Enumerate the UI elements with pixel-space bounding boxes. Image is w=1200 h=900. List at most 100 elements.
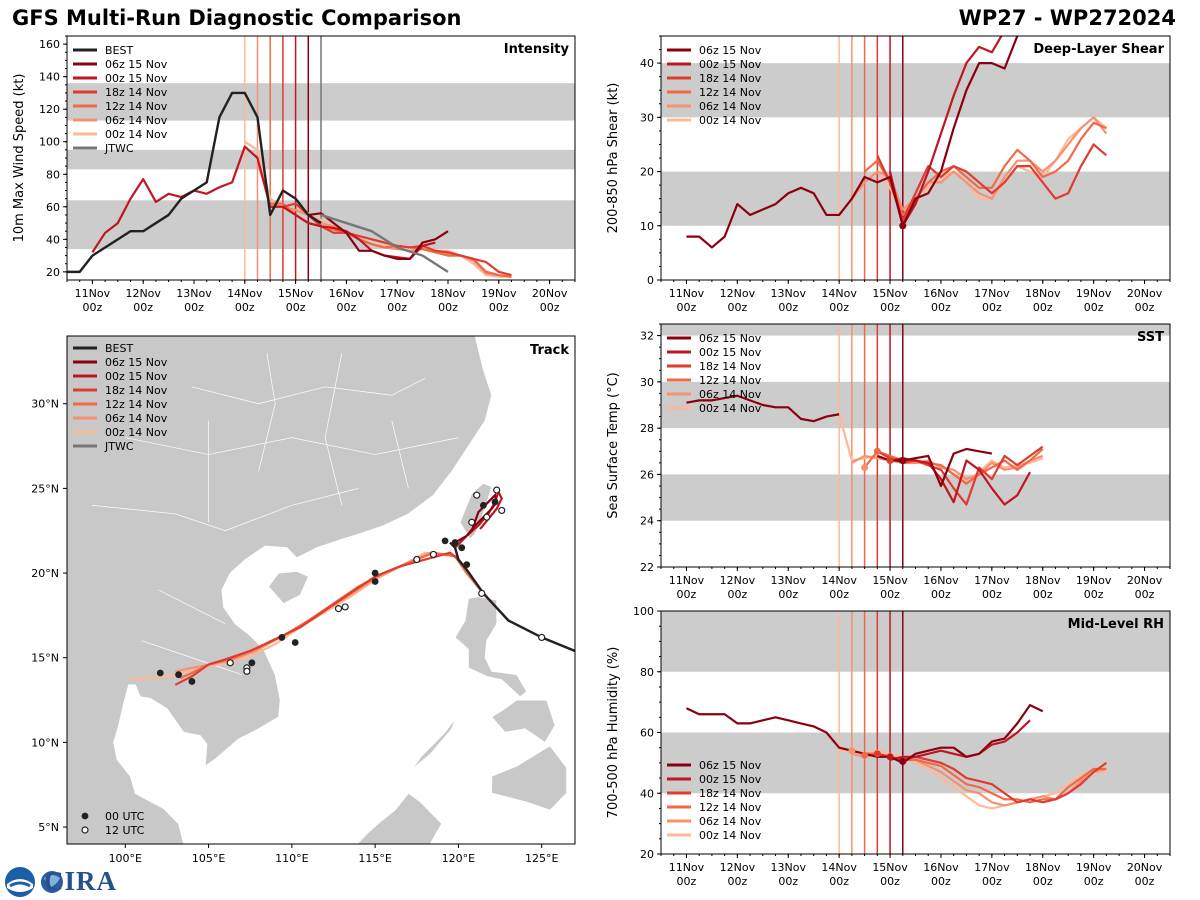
intensity-xtick-sub: 00z xyxy=(337,301,357,314)
sst-xtick-label: 17Nov xyxy=(974,574,1010,587)
track-legend-label: 12z 14 Nov xyxy=(105,398,168,411)
rh-plot-area xyxy=(661,611,1170,854)
shear-legend xyxy=(667,48,691,122)
shear-legend-label: 00z 14 Nov xyxy=(699,114,762,127)
track-legend-label: BEST xyxy=(105,342,133,355)
intensity-ytick-label: 100 xyxy=(39,136,60,149)
sst-legend-label: 00z 15 Nov xyxy=(699,346,762,359)
track-dot-12utc xyxy=(483,513,491,521)
rh-xtick-sub: 00z xyxy=(829,875,849,888)
rh-marker-2 xyxy=(873,750,881,758)
track-dot-00utc xyxy=(371,578,379,585)
landmass-3 xyxy=(454,596,528,698)
track-dot-12utc xyxy=(538,633,546,642)
track-dot-12utc xyxy=(493,486,501,494)
rh-ytick-label: 60 xyxy=(640,727,654,740)
shear-series-1 xyxy=(888,36,1003,227)
rh-xtick-sub: 00z xyxy=(1033,875,1053,888)
shear-ytick-label: 40 xyxy=(640,57,654,70)
sst-ytick-label: 28 xyxy=(640,422,654,435)
sst-xtick-label: 11Nov xyxy=(669,574,705,587)
rh-ytick-label: 20 xyxy=(640,848,654,861)
intensity-legend-label: 18z 14 Nov xyxy=(105,86,168,99)
track-dot-00utc xyxy=(156,669,164,677)
track-dot-00utc xyxy=(451,539,459,546)
sst-chart: Sea Surface Temp (°C) xyxy=(606,323,1171,571)
track-legend-label: 06z 15 Nov xyxy=(105,356,168,369)
sst-marker-2 xyxy=(886,457,894,465)
rh-legend-label: 00z 14 Nov xyxy=(699,829,762,842)
shear-legend-label: 00z 15 Nov xyxy=(699,58,762,71)
track-dot-00utc xyxy=(441,537,449,545)
track-xtick-label: 100°E xyxy=(109,852,142,865)
track-dot-12utc xyxy=(498,506,506,515)
track-dot-00utc xyxy=(278,634,286,641)
sst-ytick-label: 26 xyxy=(640,468,654,481)
track-legend-label: 06z 14 Nov xyxy=(105,412,168,425)
rh-legend-label: 06z 15 Nov xyxy=(699,759,762,772)
track-ytick-label: 5°N xyxy=(38,821,59,834)
shear-ytick-label: 20 xyxy=(640,166,654,179)
track-dot-00utc xyxy=(248,659,256,667)
shear-ylabel: 200-850 hPa Shear (kt) xyxy=(606,83,621,234)
sst-series-0-1 xyxy=(876,447,993,488)
track-dot-00utc xyxy=(175,671,182,679)
track-dot-12utc xyxy=(226,659,234,667)
rh-xtick-sub: 00z xyxy=(778,875,798,888)
rh-xtick-label: 20Nov xyxy=(1127,861,1163,874)
shear-xtick-sub: 00z xyxy=(829,301,849,314)
rh-xtick-sub: 00z xyxy=(727,875,747,888)
intensity-jtwc-line xyxy=(320,213,449,273)
track-frame xyxy=(66,335,576,845)
sst-legend-label: 12z 14 Nov xyxy=(699,374,762,387)
intensity-ylabel: 10m Max Wind Speed (kt) xyxy=(12,74,27,243)
rh-xtick-label: 17Nov xyxy=(974,861,1010,874)
intensity-chart: 10m Max Wind Speed (kt) xyxy=(12,35,576,284)
intensity-xtick-label: 19Nov xyxy=(481,287,517,300)
shear-series-0 xyxy=(686,36,1019,249)
shear-xtick-label: 11Nov xyxy=(669,287,705,300)
rh-xtick-sub: 00z xyxy=(931,875,951,888)
sst-xtick-label: 20Nov xyxy=(1127,574,1163,587)
rh-ylabel: 700-500 hPa Humidity (%) xyxy=(606,647,621,819)
sst-band-2 xyxy=(661,324,1170,336)
intensity-xtick-label: 11Nov xyxy=(75,287,111,300)
border-line-6 xyxy=(324,352,343,506)
track-legend xyxy=(73,346,97,834)
sst-ytick-label: 32 xyxy=(640,330,654,343)
track-plot-area xyxy=(67,336,575,844)
shear-marker-latest xyxy=(899,222,907,230)
sst-xtick-sub: 00z xyxy=(1135,588,1155,601)
track-xtick-label: 110°E xyxy=(275,852,308,865)
intensity-ytick-label: 20 xyxy=(46,266,60,279)
rh-marker-3 xyxy=(886,753,894,761)
intensity-xtick-label: 12Nov xyxy=(125,287,161,300)
intensity-xtick-sub: 00z xyxy=(540,301,560,314)
intensity-xtick-label: 20Nov xyxy=(532,287,568,300)
rh-xtick-label: 16Nov xyxy=(923,861,959,874)
rh-marker-0 xyxy=(848,747,856,755)
landmass-8 xyxy=(574,462,575,472)
track-ytick-label: 30°N xyxy=(31,398,59,411)
rh-xtick-sub: 00z xyxy=(677,875,697,888)
track-best-line xyxy=(449,541,575,653)
sst-series-1 xyxy=(889,457,1031,506)
intensity-legend-label: JTWC xyxy=(104,142,134,155)
shear-xtick-sub: 00z xyxy=(778,301,798,314)
track-dot-12utc xyxy=(243,667,251,675)
sst-xtick-sub: 00z xyxy=(727,588,747,601)
intensity-xtick-sub: 00z xyxy=(387,301,407,314)
intensity-title: Intensity xyxy=(504,42,570,57)
intensity-xtick-sub: 00z xyxy=(438,301,458,314)
rh-xtick-label: 12Nov xyxy=(720,861,756,874)
landmass-1 xyxy=(268,570,310,605)
sst-legend-label: 06z 15 Nov xyxy=(699,332,762,345)
noaa-globe-icon xyxy=(5,867,63,897)
shear-xtick-sub: 00z xyxy=(1084,301,1104,314)
shear-xtick-label: 20Nov xyxy=(1127,287,1163,300)
sst-xtick-label: 18Nov xyxy=(1025,574,1061,587)
rh-title: Mid-Level RH xyxy=(1068,617,1164,632)
shear-legend-label: 18z 14 Nov xyxy=(699,72,762,85)
intensity-xtick-sub: 00z xyxy=(133,301,153,314)
rh-xtick-label: 14Nov xyxy=(821,861,857,874)
